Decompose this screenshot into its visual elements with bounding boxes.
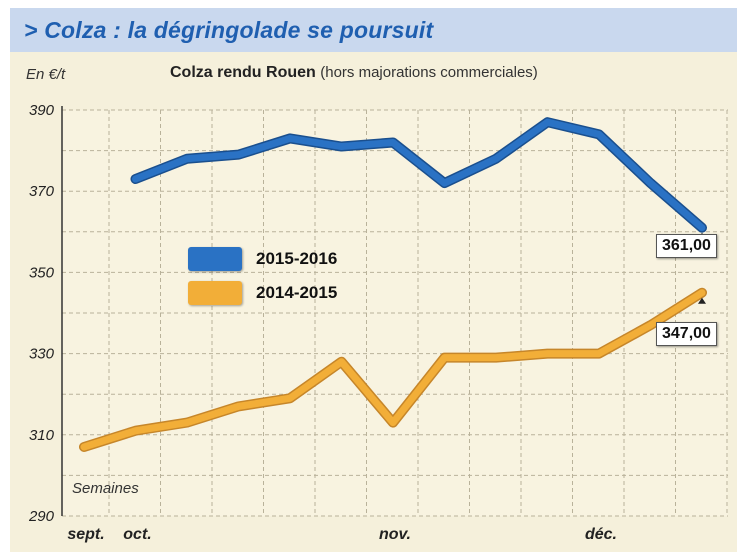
x-tick-label: déc. xyxy=(585,526,617,543)
y-tick-label: 310 xyxy=(29,427,55,444)
y-tick-label: 290 xyxy=(28,508,55,525)
legend-swatch-2014-2015 xyxy=(188,281,242,305)
legend-item-2014-2015: 2014-2015 xyxy=(188,276,337,310)
y-tick-label: 350 xyxy=(29,264,55,281)
x-tick-label: sept. xyxy=(67,526,104,543)
y-tick-label: 330 xyxy=(29,346,55,363)
callout-pointer xyxy=(698,297,706,304)
x-tick-label: nov. xyxy=(379,526,411,543)
y-tick-label: 390 xyxy=(29,102,55,119)
banner-title: > Colza : la dégringolade se poursuit xyxy=(24,16,434,43)
legend-swatch-2015-2016 xyxy=(188,247,242,271)
callout-last-2014-2015: 347,00 xyxy=(656,322,717,346)
legend-label-2015-2016: 2015-2016 xyxy=(256,249,338,268)
chart-title-sub: (hors majorations commerciales) xyxy=(320,64,538,81)
legend-label-2014-2015: 2014-2015 xyxy=(256,283,338,302)
x-caption: Semaines xyxy=(72,480,139,497)
x-tick-label: oct. xyxy=(123,526,151,543)
series-line xyxy=(132,118,706,232)
y-unit-label: En €/t xyxy=(26,66,66,83)
legend-item-2015-2016: 2015-2016 xyxy=(188,242,337,276)
callout-last-2015-2016: 361,00 xyxy=(656,234,717,258)
legend: 2015-2016 2014-2015 xyxy=(188,242,337,310)
chart-title-main: Colza rendu Rouen xyxy=(170,64,316,81)
chart-title: Colza rendu Rouen (hors majorations comm… xyxy=(170,64,538,82)
title-banner: > Colza : la dégringolade se poursuit xyxy=(10,8,737,52)
y-tick-label: 370 xyxy=(29,183,55,200)
